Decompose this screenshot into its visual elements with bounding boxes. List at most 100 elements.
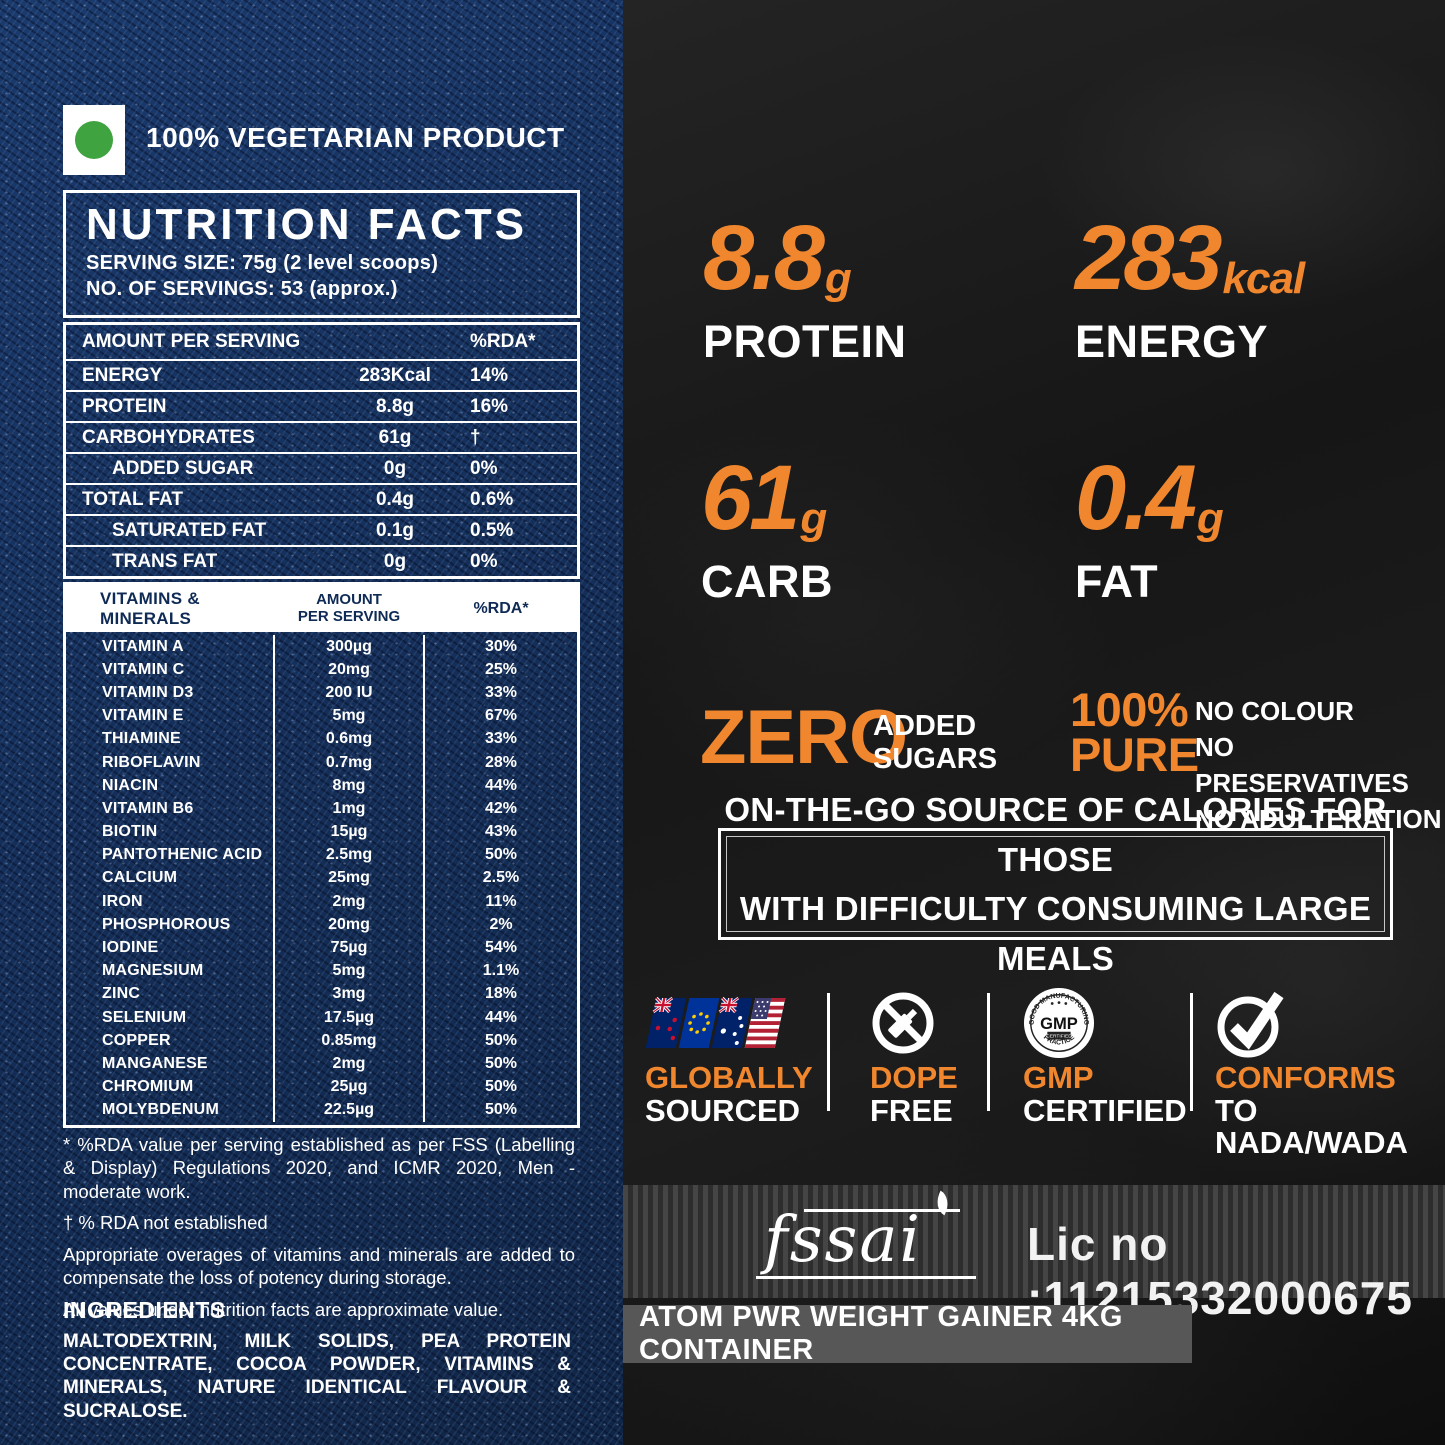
stat-unit: g — [800, 494, 827, 543]
vitamin-rda: 43% — [484, 823, 518, 841]
green-dot-icon — [75, 121, 113, 159]
vitamin-amount: 17.5µg — [273, 1006, 425, 1030]
table-row: CHROMIUM 25µg 50% — [66, 1075, 577, 1099]
stat-unit: kcal — [1222, 254, 1306, 303]
vitamin-name: THIAMINE — [102, 730, 181, 748]
stat-value: 283kcal — [1075, 207, 1306, 309]
vitamin-name: BIOTIN — [102, 823, 158, 841]
pure-claim: 100% PURE — [1070, 683, 1199, 781]
servings-count: NO. OF SERVINGS: 53 (approx.) — [86, 278, 398, 301]
vitamin-name: CALCIUM — [102, 869, 178, 887]
nutrient-amount: 61g — [378, 426, 412, 448]
vitamin-amount: 5mg — [273, 704, 425, 728]
table-row: CALCIUM 25mg 2.5% — [66, 866, 577, 891]
gmp-certified-badge: GOOD MANUFACTURING PRACTICE GMP CERTIFIE… — [1023, 987, 1187, 1128]
table-row: MOLYBDENUM 22.5µg 50% — [66, 1098, 577, 1122]
vitamin-rda: 28% — [484, 753, 518, 771]
vitamin-name: SELENIUM — [102, 1008, 187, 1026]
vitamin-rda: 30% — [484, 637, 518, 655]
nutrient-rda: 14% — [470, 364, 509, 386]
ingredients-list: MALTODEXTRIN, MILK SOLIDS, PEA PROTEIN C… — [63, 1331, 571, 1422]
vitamin-rda: 42% — [484, 799, 518, 817]
product-name-bar: ATOM PWR WEIGHT GAINER 4KG CONTAINER — [623, 1301, 1192, 1366]
stat-unit: g — [824, 254, 852, 303]
zero-sugar-claim: ZERO — [700, 695, 908, 780]
veg-badge-label: 100% VEGETARIAN PRODUCT — [146, 122, 565, 153]
table-row: COPPER 0.85mg 50% — [66, 1029, 577, 1053]
checkmark-icon — [1215, 988, 1433, 1058]
carb-stat: 61g CARB — [701, 452, 833, 608]
vitamin-amount: 5mg — [273, 959, 425, 983]
table-row: SELENIUM 17.5µg 44% — [66, 1006, 577, 1030]
badge-label: GMP — [1023, 1060, 1094, 1095]
col-header: %RDA* — [470, 331, 536, 352]
nutrient-rda: 0.6% — [470, 488, 514, 510]
col-header: AMOUNT PER SERVING — [297, 591, 401, 625]
macro-table: AMOUNT PER SERVING %RDA* ENERGY 283Kcal 14… — [63, 322, 580, 579]
table-row: IRON 2mg 11% — [66, 890, 577, 914]
nutrient-name: PROTEIN — [82, 395, 167, 417]
table-row: CARBOHYDRATES 61g † — [66, 421, 577, 452]
table-row: MAGNESIUM 5mg 1.1% — [66, 959, 577, 983]
vitamin-rda: 18% — [484, 985, 518, 1003]
vitamin-name: VITAMIN D3 — [102, 683, 194, 701]
nutrient-rda: 16% — [470, 395, 509, 417]
badge-divider — [1190, 993, 1193, 1111]
stat-label: ENERGY — [1075, 316, 1269, 367]
nutrition-facts-title: NUTRITION FACTS — [86, 200, 527, 249]
on-the-go-callout: ON-THE-GO SOURCE OF CALORIES FOR THOSE W… — [718, 791, 1393, 977]
vitamin-rda: 54% — [484, 939, 518, 957]
vitamin-amount: 20mg — [273, 913, 425, 937]
badge-divider — [987, 993, 990, 1111]
vitamin-rda: 50% — [484, 1078, 518, 1096]
table-row: ENERGY 283Kcal 14% — [66, 359, 577, 390]
vitamin-name: IODINE — [102, 939, 159, 957]
vitamin-name: PHOSPHOROUS — [102, 915, 231, 933]
no-colour-text: NO COLOUR — [1195, 696, 1354, 726]
table-row: TOTAL FAT 0.4g 0.6% — [66, 483, 577, 514]
vitamin-name: PANTOTHENIC ACID — [102, 846, 263, 864]
stat-value: 0.4g — [1075, 447, 1224, 549]
protein-stat: 8.8g PROTEIN — [703, 212, 907, 368]
vitamin-rda: 2% — [489, 915, 513, 933]
table-row: MANGANESE 2mg 50% — [66, 1052, 577, 1076]
table-row: VITAMIN A 300µg 30% — [66, 635, 577, 659]
col-header: %RDA* — [473, 599, 529, 617]
vitamin-rda: 67% — [484, 707, 518, 725]
no-preservatives-text: NO PRESERVATIVES — [1195, 731, 1409, 798]
table-row: PHOSPHOROUS 20mg 2% — [66, 913, 577, 937]
table-row: PROTEIN 8.8g 16% — [66, 390, 577, 421]
vegetarian-mark-icon — [63, 105, 125, 175]
table-row: VITAMIN C 20mg 25% — [66, 658, 577, 682]
vitamin-rda: 50% — [484, 1054, 518, 1072]
vitamin-name: ZINC — [102, 985, 141, 1003]
fssai-license-number: Lic no :11215332000675 — [1027, 1218, 1413, 1324]
nutrition-facts-header: NUTRITION FACTS SERVING SIZE: 75g (2 lev… — [63, 190, 580, 318]
vitamin-amount: 0.6mg — [273, 727, 425, 751]
vitamin-amount: 2mg — [273, 1052, 425, 1076]
table-row: TRANS FAT 0g 0% — [66, 545, 577, 576]
col-header: AMOUNT PER SERVING — [82, 331, 301, 352]
nutrient-name: ADDED SUGAR — [112, 457, 254, 479]
badge-label: CERTIFIED — [1023, 1092, 1187, 1128]
vitamin-name: VITAMIN B6 — [102, 799, 194, 817]
globally-sourced-badge: GLOBALLY SOURCED — [645, 988, 813, 1127]
dope-free-badge: DOPE FREE — [870, 988, 958, 1127]
svg-text:GMP: GMP — [1040, 1014, 1078, 1033]
table-row: PANTOTHENIC ACID 2.5mg 50% — [66, 843, 577, 867]
table-row: BIOTIN 15µg 43% — [66, 820, 577, 844]
badge-label: TO NADA/WADA — [1215, 1092, 1408, 1161]
vitamin-amount: 2.5mg — [273, 843, 425, 867]
flags-icon — [645, 988, 813, 1058]
stat-label: FAT — [1075, 556, 1159, 607]
vitamin-amount: 2mg — [273, 890, 425, 914]
badge-label: FREE — [870, 1092, 953, 1128]
table-row: RIBOFLAVIN 0.7mg 28% — [66, 750, 577, 775]
table-row: ZINC 3mg 18% — [66, 982, 577, 1006]
vitamin-amount: 8mg — [273, 774, 425, 798]
vitamin-rda: 25% — [484, 660, 518, 678]
vitamin-name: VITAMIN E — [102, 707, 184, 725]
badge-label: CONFORMS — [1215, 1060, 1396, 1095]
nutrient-rda: 0.5% — [470, 519, 514, 541]
